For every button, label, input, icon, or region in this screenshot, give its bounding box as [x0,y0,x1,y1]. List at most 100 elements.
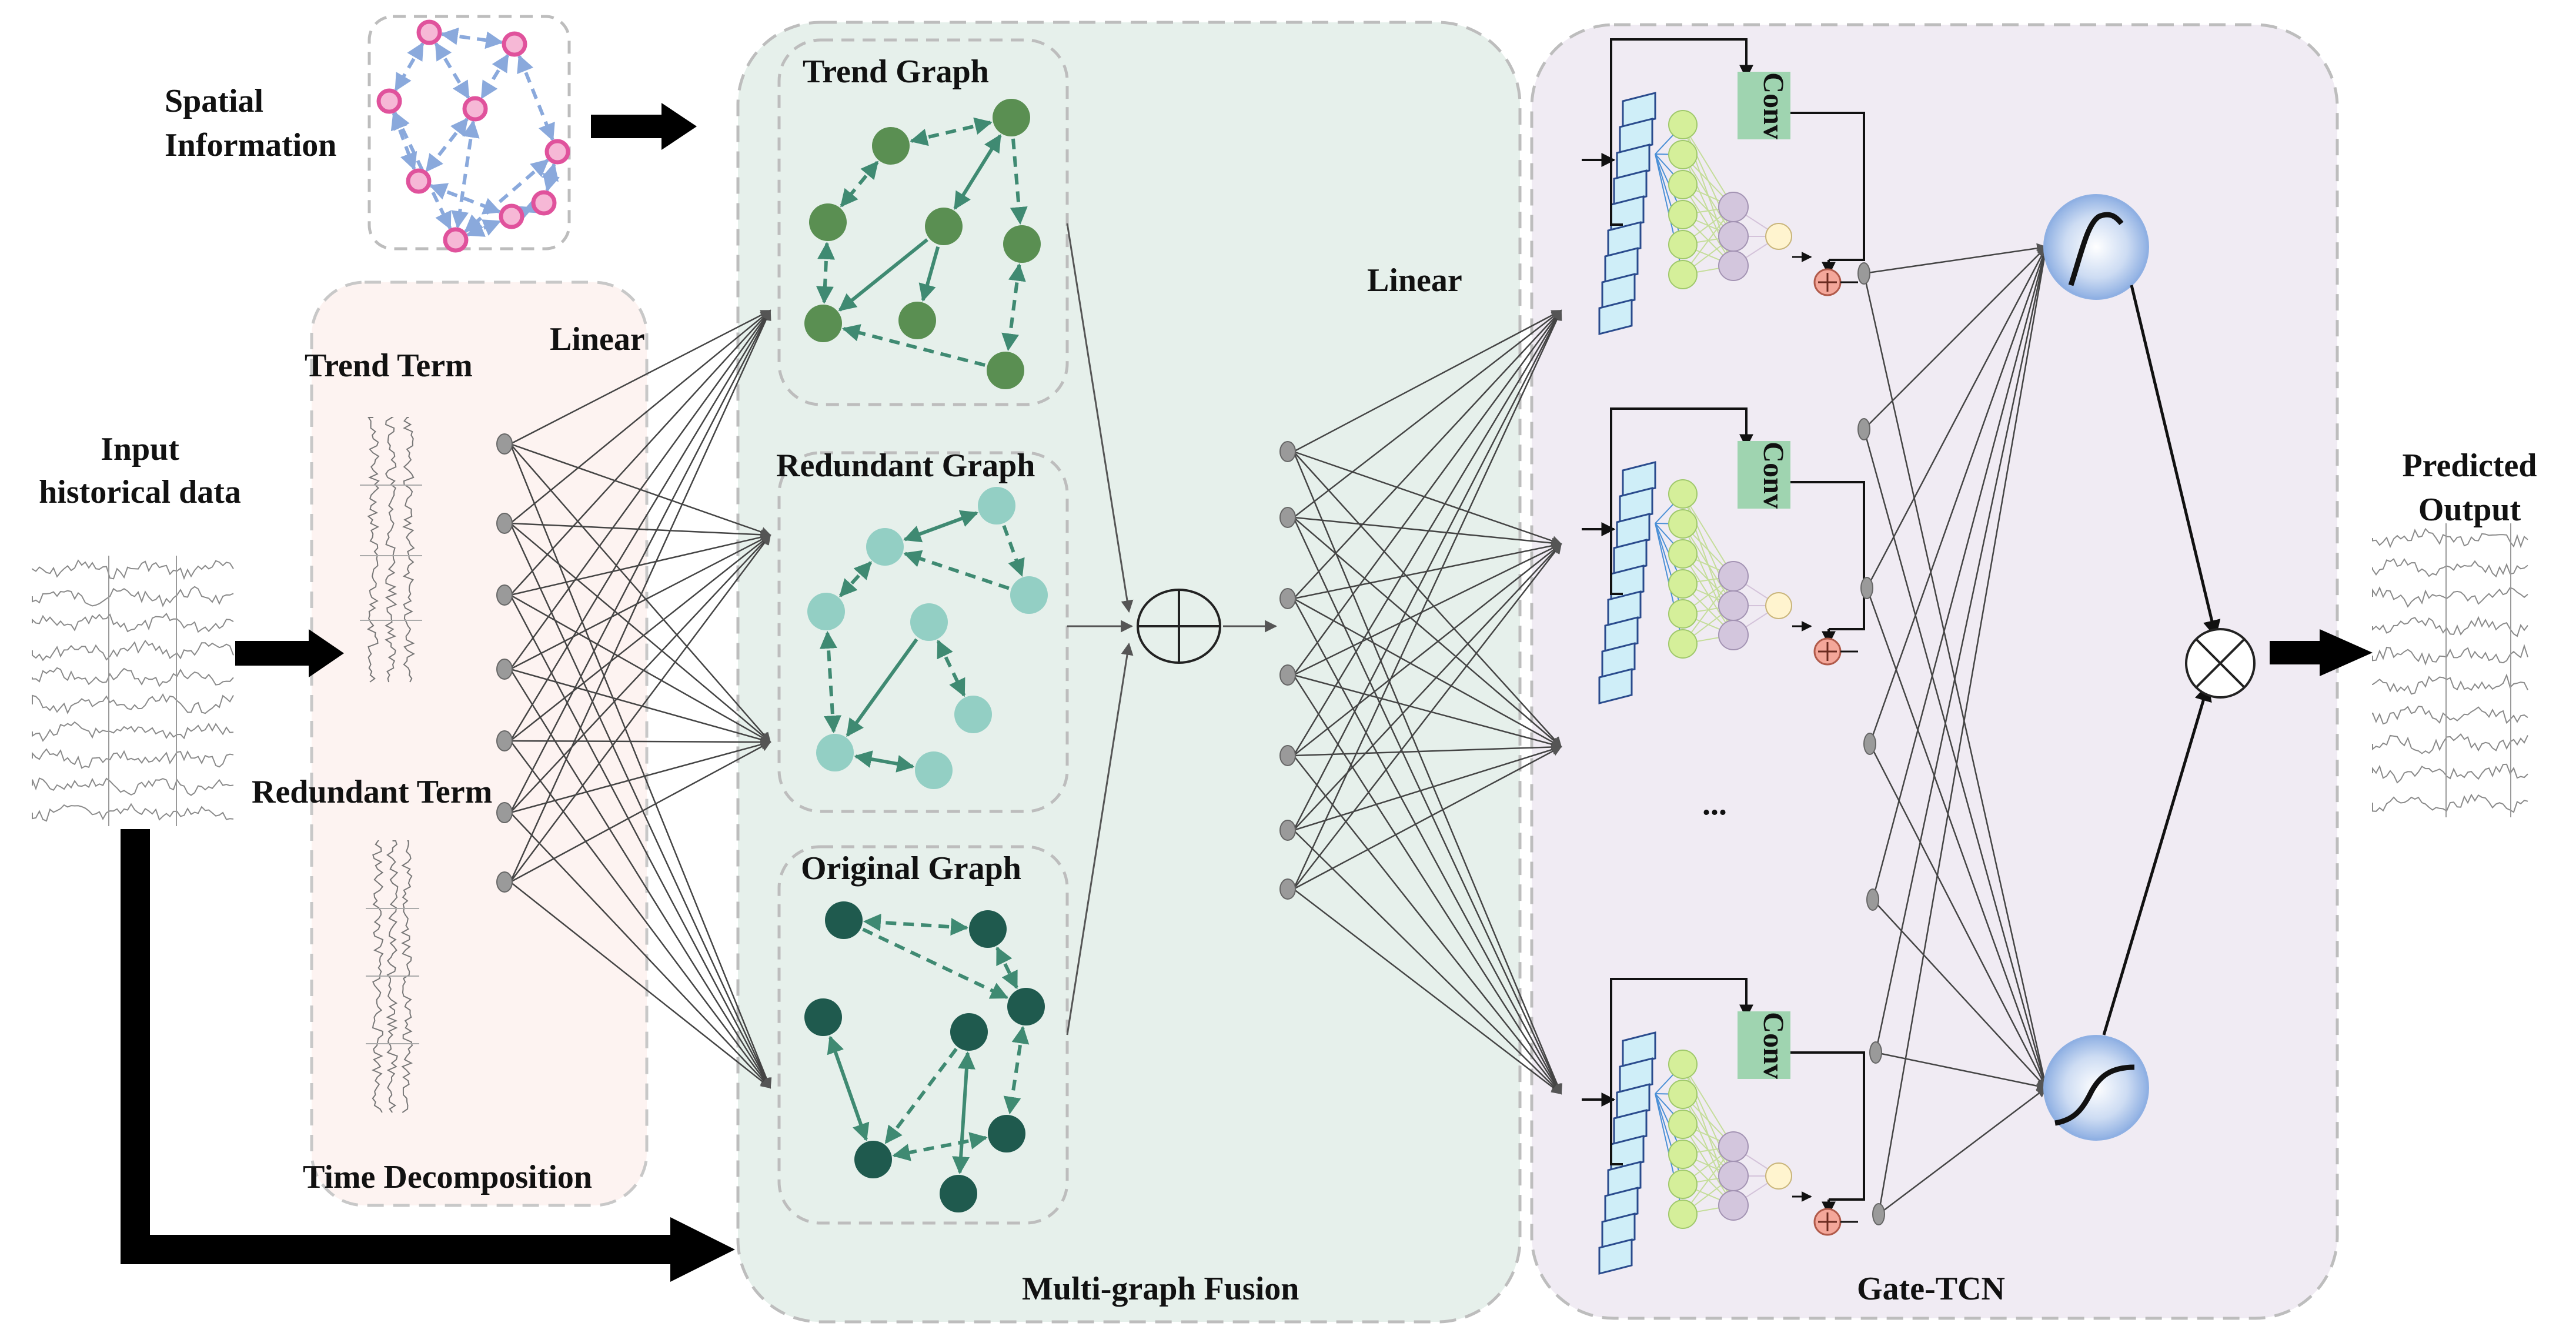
wave-line [2372,733,2528,754]
wave-line [386,840,399,1113]
graph-node [978,487,1015,524]
fusion-inputs [1066,223,1278,1035]
tcn-node [1718,590,1749,621]
gate-neuron [1866,888,1879,911]
linear-edge [509,740,771,1089]
tcn-blocks: Conv Conv Conv [1582,38,1865,1275]
conv-output-line [1790,481,1865,630]
tcn-node [1668,479,1698,509]
redundant-graph-label: Redundant Graph [776,447,1035,484]
tcn-node [1668,509,1698,539]
trend-term-waveform [360,417,422,683]
tcn-edge [1682,124,1734,208]
input-label-line2: historical data [39,474,241,510]
tcn-node [1668,200,1698,229]
linear-edge [510,309,771,445]
linear-neuron [1279,664,1296,686]
graph-edge [394,42,425,92]
linear-edge [1292,309,1562,890]
linear-edge [510,522,771,540]
tcn-cell [1619,118,1653,154]
graph-edge [440,27,504,49]
graph-node [987,352,1024,389]
time-decomposition-label: Time Decomposition [303,1159,592,1195]
graph-node [825,901,863,939]
graph-node [872,127,910,165]
tcn-node [1668,170,1698,199]
ellipsis-label: ... [1702,786,1727,822]
tcn-node [1668,539,1698,569]
wave-line [2372,527,2528,549]
gate-neuron [1869,1041,1882,1064]
tcn-cell [1619,487,1653,523]
linear-edge [1293,744,1562,831]
conv-box [1738,1011,1790,1079]
linear-neuron [496,584,513,606]
linear-edge [510,594,771,743]
conv-box [1738,72,1790,139]
conv-output-line [1790,112,1865,261]
trend-graph [804,99,1041,389]
tcn-node [1668,1110,1698,1139]
conv-box [1738,441,1790,509]
graph-edge [466,219,502,237]
linear-edge [1293,543,1562,890]
graph-edge [884,1047,958,1144]
wave-line [32,777,234,796]
linear-edge [510,309,771,524]
graph-edge [838,238,928,312]
linear-edge [1293,309,1562,599]
graph-edge [1010,138,1028,225]
graph-edge [936,639,966,697]
tcn-node [1668,1140,1698,1169]
trend-graph-label: Trend Graph [803,54,989,90]
linear-edge [1293,755,1562,1095]
redundant-term-waveform [366,840,419,1113]
tcn-cell [1616,513,1650,549]
tcn-node [1668,1170,1698,1199]
conv-label: Conv [1758,72,1790,139]
spatial-node [443,227,469,253]
graph-edge [1002,524,1025,577]
tcn-node [1668,110,1698,139]
graph-node [915,751,953,789]
graph-edge [517,54,555,142]
tcn-node [1668,1050,1698,1079]
linear-neuron [496,513,513,534]
tcn-node [1718,192,1749,222]
spatial-to-fusion-arrow [591,103,697,150]
graph-edge [892,1132,988,1161]
tcn-cell [1604,616,1639,653]
graph-edge [838,561,873,597]
tcn-node [1668,1200,1698,1229]
graph-node [898,302,936,339]
linear-edge [510,534,771,670]
spatial-node [544,139,570,165]
graph-node [1007,988,1045,1025]
linear-edge [509,523,771,1089]
tcn-node [1718,1161,1749,1191]
tcn-skip-line [1610,978,1753,1165]
wave-line [2372,793,2528,813]
tcn-node [1668,140,1698,169]
gate-edge [1866,587,2048,1089]
graph-edge [846,638,918,737]
tcn-node [1668,629,1698,659]
wave-line [2372,644,2528,666]
linear-edge [510,523,771,743]
graph-node [866,528,904,566]
wave-line [371,840,384,1113]
gate-edge [1877,246,2050,1215]
input-to-decomposition-arrow [235,629,344,677]
tcn-edge [1655,523,1683,614]
tcn-cell [1616,1083,1650,1120]
tcn-cell [1601,1212,1636,1249]
spatial-node [462,96,488,122]
graph-edge [854,750,915,773]
tcn-cell [1598,668,1633,704]
linear-edge [510,668,771,745]
wave-line [32,803,234,822]
linear-neuron [496,730,513,751]
graph-node [940,1175,977,1212]
